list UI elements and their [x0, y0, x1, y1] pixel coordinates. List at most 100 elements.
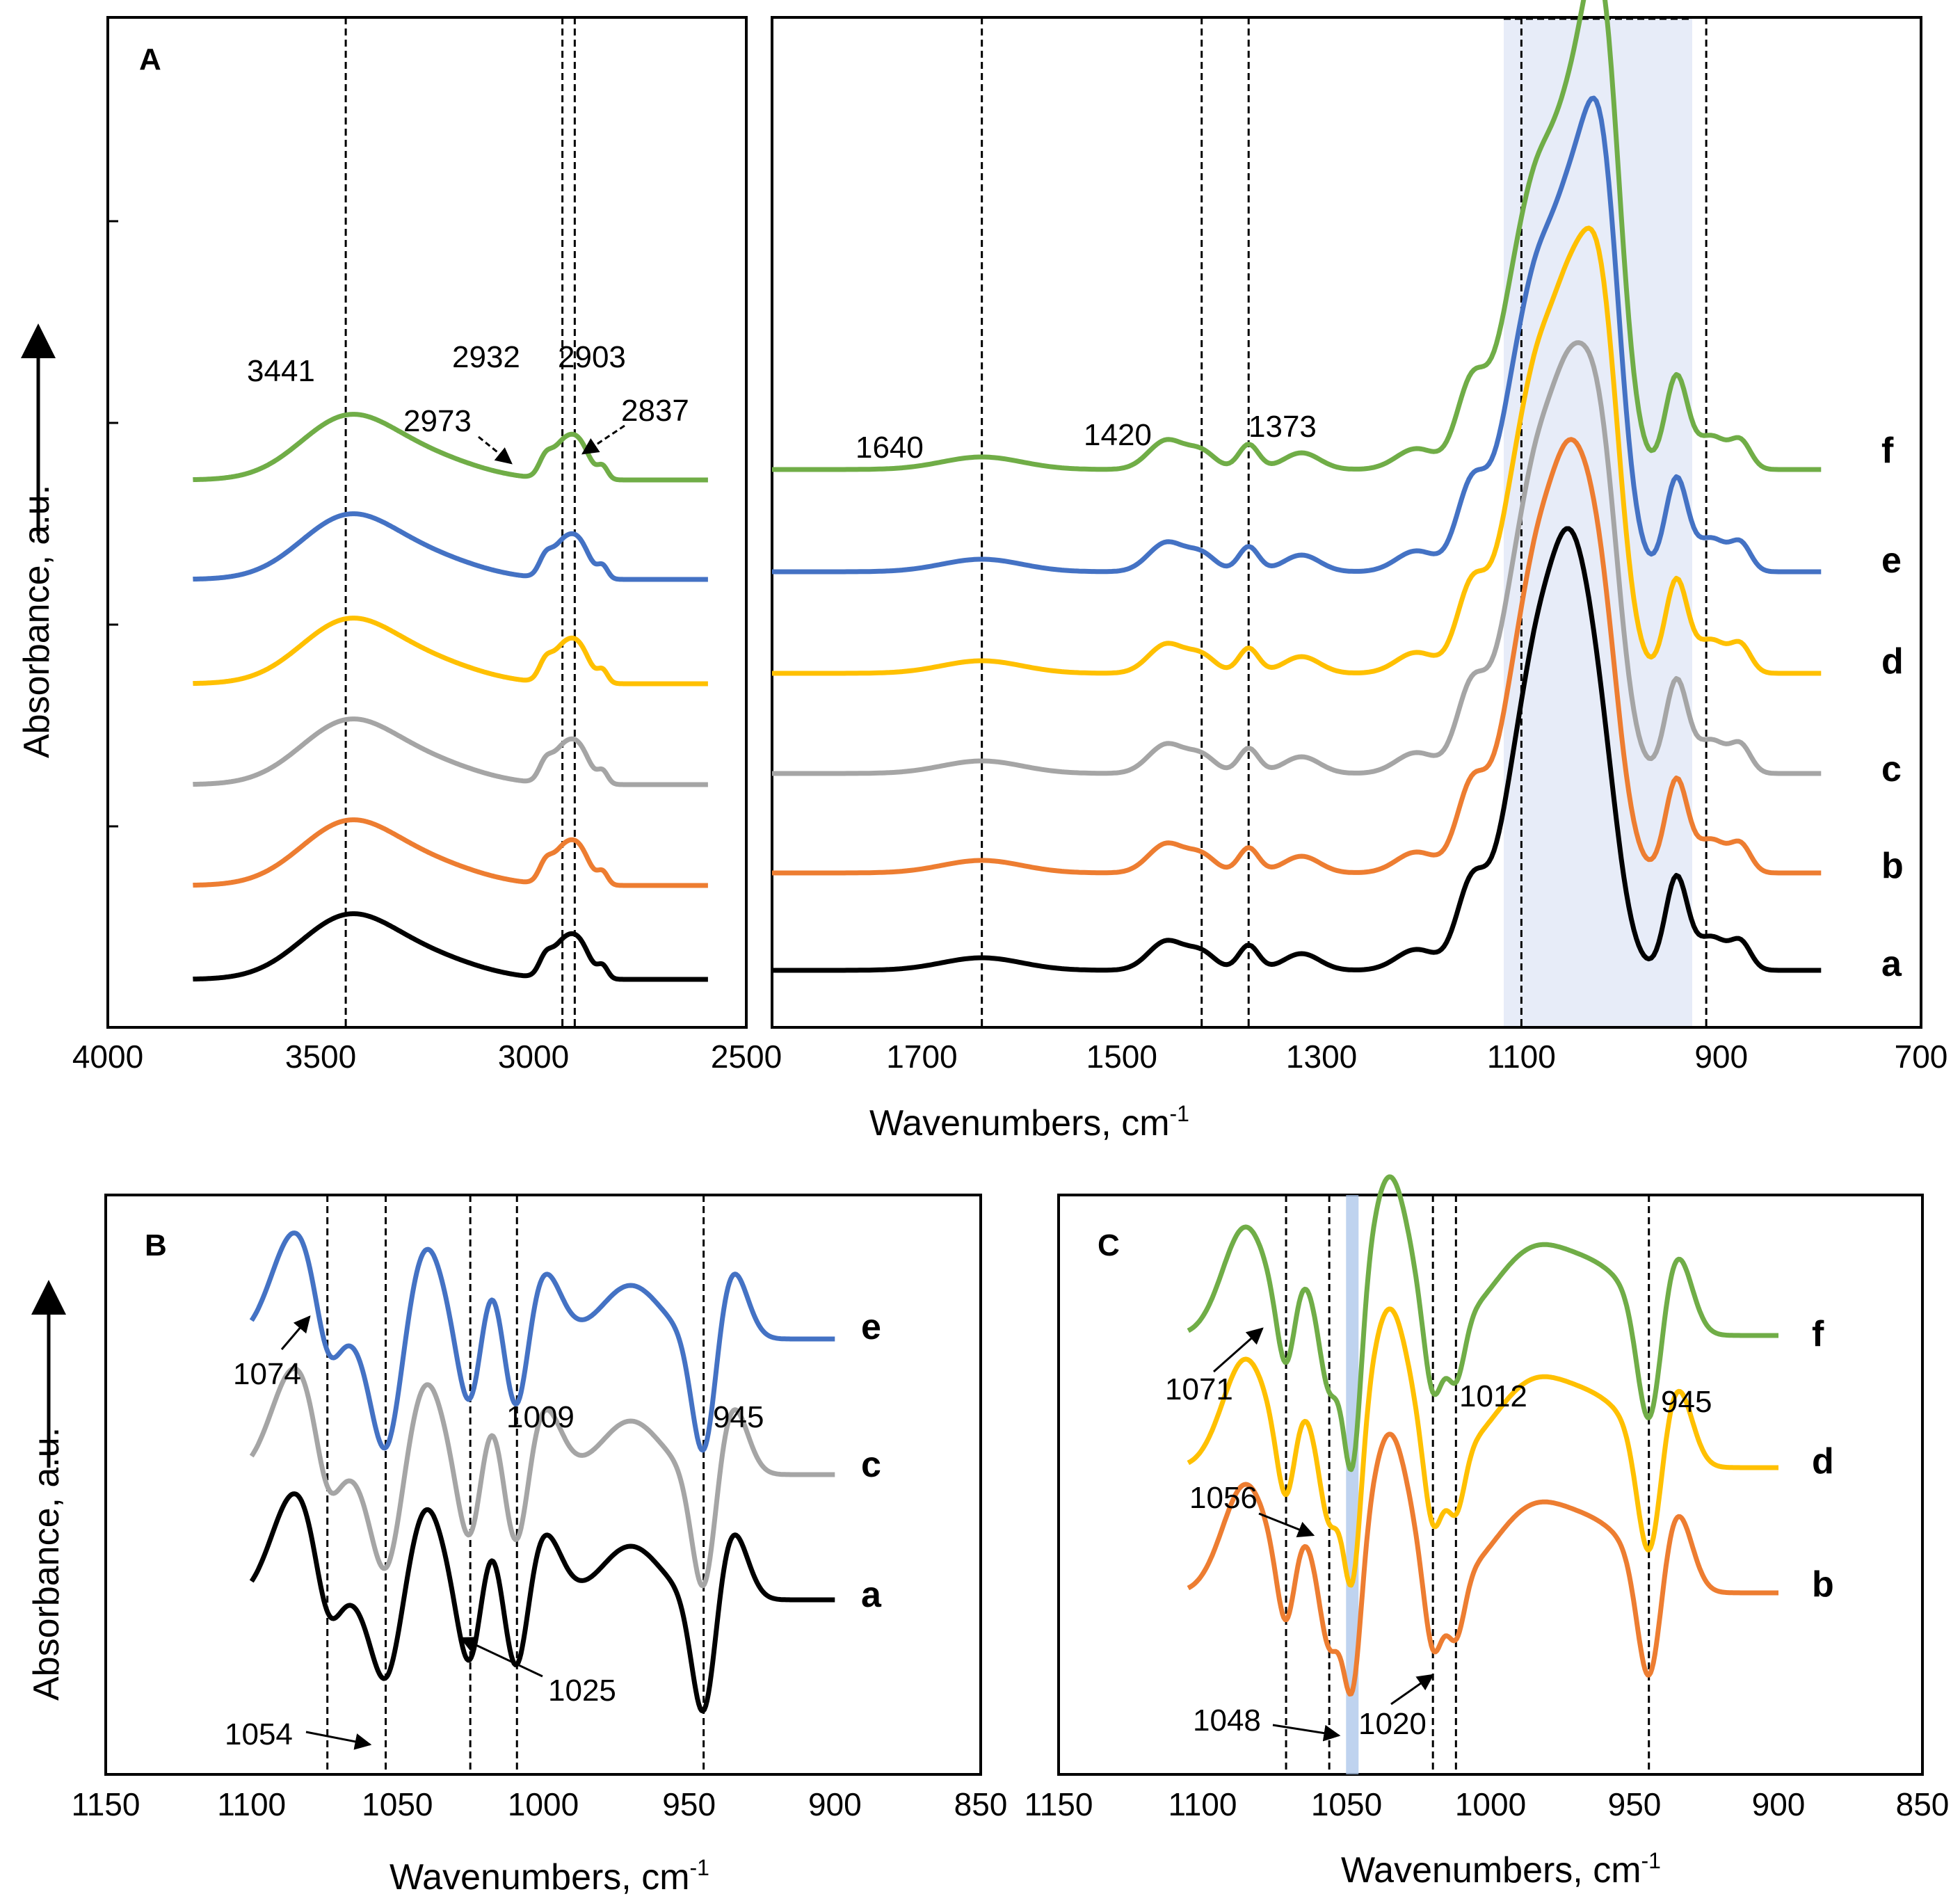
panel-A-left-frame — [106, 16, 748, 1029]
highlight-band-1048 — [1346, 1195, 1359, 1774]
peak-label-2973: 2973 — [403, 404, 472, 438]
x-axis-title-A-base: Wavenumbers, cm — [869, 1103, 1170, 1144]
spectrum-a — [249, 1491, 836, 1714]
arrow-1025 — [459, 1637, 543, 1678]
arrow-1020 — [1390, 1674, 1434, 1706]
x-tick-label-700: 700 — [1895, 1038, 1948, 1075]
peak-label-1012: 1012 — [1459, 1379, 1527, 1413]
x-tick-label-1150: 1150 — [72, 1786, 140, 1822]
peak-labels-A-left: 3441 2932 2903 2973 2837 — [247, 340, 689, 465]
x-tick-label-4000: 4000 — [72, 1038, 143, 1075]
trace-label-e: e — [1881, 540, 1902, 581]
x-axis-title-A: Wavenumbers, cm-1 — [869, 1101, 1189, 1144]
spectrum-d — [772, 225, 1822, 676]
peak-labels-A-right: 1640 1420 1373 — [856, 410, 1317, 465]
x-tick-label-1700: 1700 — [886, 1038, 957, 1075]
x-tick-label-900: 900 — [808, 1786, 862, 1822]
panel-A-right: 1700 1500 1300 1100 900 700 1640 1420 1373 f … — [771, 0, 1948, 1075]
spectrum-b — [1187, 1431, 1780, 1697]
trace-label-b: b — [1812, 1564, 1834, 1605]
panel-B-frame — [104, 1194, 982, 1776]
peak-label-1071: 1071 — [1165, 1372, 1233, 1406]
peak-label-1056: 1056 — [1189, 1481, 1258, 1515]
panel-A-letter: A — [139, 42, 161, 77]
spectrum-e — [772, 95, 1822, 575]
x-tick-label-1100: 1100 — [1168, 1786, 1237, 1822]
y-axis-label-bottom: Absorbance, a.u. — [26, 1427, 67, 1701]
peak-label-2903: 2903 — [558, 340, 626, 374]
panel-B-letter: B — [145, 1228, 167, 1262]
arrow-1048 — [1272, 1724, 1341, 1742]
x-tick-label-850: 850 — [954, 1786, 1008, 1822]
x-axis-title-B: Wavenumbers, cm-1 — [389, 1855, 709, 1898]
spectrum-e — [249, 1230, 836, 1453]
x-tick-label-1000: 1000 — [508, 1786, 579, 1822]
x-tick-label-1300: 1300 — [1286, 1038, 1357, 1075]
trace-label-c: c — [1881, 749, 1902, 789]
arrow-1054 — [305, 1731, 372, 1750]
spectrum-b — [191, 817, 709, 888]
arrow-1056 — [1258, 1512, 1315, 1538]
spectrum-b — [772, 437, 1822, 876]
x-axis-title-C-base: Wavenumbers, cm — [1341, 1850, 1641, 1891]
peak-label-1420: 1420 — [1084, 418, 1152, 452]
trace-label-a: a — [1881, 944, 1902, 984]
x-tick-label-950: 950 — [662, 1786, 716, 1822]
panel-A-left: A 4000 3500 3000 2500 3441 2932 2903 2973 2… — [72, 16, 782, 1075]
spectrum-d — [1187, 1306, 1780, 1588]
trace-labels-C: f d b — [1812, 1314, 1834, 1605]
trace-label-e: e — [861, 1307, 881, 1347]
y-axis-title-bottom: Absorbance, a.u. — [26, 1280, 67, 1701]
x-tick-label-1500: 1500 — [1086, 1038, 1157, 1075]
panel-C-letter: C — [1098, 1228, 1120, 1262]
x-tick-label-1100: 1100 — [1487, 1038, 1556, 1075]
x-tick-label-1050: 1050 — [362, 1786, 433, 1822]
trace-labels-A: f e d c b a — [1881, 431, 1904, 984]
peak-labels-B: 1074 1009 945 1025 1054 — [225, 1315, 764, 1751]
spectrum-a — [191, 911, 709, 982]
peak-label-1640: 1640 — [856, 431, 924, 465]
peak-label-1054: 1054 — [225, 1717, 293, 1751]
spectrum-c — [249, 1366, 836, 1589]
trace-label-f: f — [1881, 431, 1894, 471]
x-tick-label-850: 850 — [1896, 1786, 1950, 1822]
panel-C-frame — [1057, 1194, 1924, 1776]
spectrum-f — [772, 0, 1822, 472]
trace-label-a: a — [861, 1575, 882, 1615]
x-tick-label-900: 900 — [1752, 1786, 1806, 1822]
spectrum-d — [191, 616, 709, 687]
spectrum-c — [191, 716, 709, 787]
trace-label-f: f — [1812, 1314, 1824, 1354]
y-axis-title-top: Absorbance, a.u. — [17, 323, 57, 758]
peak-label-1048: 1048 — [1193, 1703, 1261, 1738]
peak-label-945: 945 — [713, 1400, 764, 1434]
peak-labels-C: 1071 1012 945 1056 1048 1020 — [1165, 1327, 1712, 1742]
peak-label-2837: 2837 — [621, 394, 689, 428]
x-tick-label-1100: 1100 — [217, 1786, 286, 1822]
arrow-1074 — [280, 1315, 311, 1350]
x-axis-title-C-sup: -1 — [1641, 1848, 1661, 1873]
x-tick-label-1150: 1150 — [1025, 1786, 1093, 1822]
arrow-2973 — [478, 435, 513, 465]
peak-label-1025: 1025 — [548, 1674, 616, 1708]
spectrum-c — [772, 340, 1822, 776]
panel-A-right-frame — [771, 16, 1922, 1029]
peak-label-1373: 1373 — [1248, 410, 1317, 444]
x-axis-title-C: Wavenumbers, cm-1 — [1341, 1848, 1661, 1891]
spectrum-f — [191, 412, 709, 483]
trace-label-d: d — [1812, 1441, 1834, 1482]
x-axis-title-B-sup: -1 — [690, 1855, 709, 1880]
peak-label-945: 945 — [1661, 1385, 1712, 1419]
peak-label-1009: 1009 — [506, 1400, 575, 1434]
x-tick-label-1050: 1050 — [1311, 1786, 1382, 1822]
trace-label-c: c — [861, 1445, 881, 1485]
x-axis-title-A-sup: -1 — [1170, 1101, 1189, 1126]
peak-label-3441: 3441 — [247, 354, 315, 388]
x-tick-label-3000: 3000 — [498, 1038, 569, 1075]
x-tick-label-3500: 3500 — [285, 1038, 356, 1075]
trace-labels-B: e c a — [861, 1307, 882, 1615]
spectrum-e — [191, 511, 709, 582]
panel-B: B 1150 1100 1050 1000 950 900 850 1074 1009 94… — [72, 1194, 1008, 1822]
trace-label-d: d — [1881, 641, 1904, 682]
